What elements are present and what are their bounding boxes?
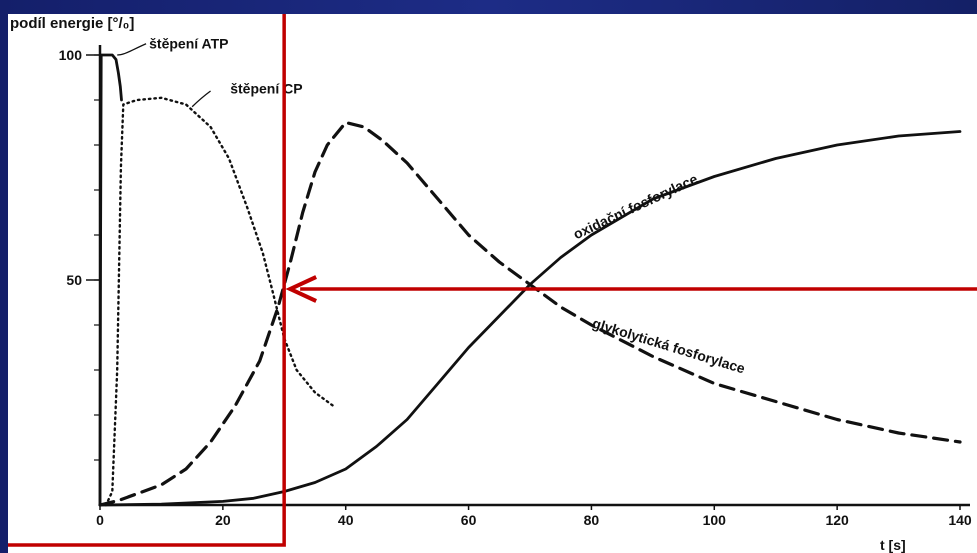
arrow-head <box>285 275 317 303</box>
series-line-2 <box>98 120 962 507</box>
highlight-box <box>8 14 286 547</box>
x-tick-label: 80 <box>584 512 600 528</box>
cp-label: štěpení CP <box>230 80 302 96</box>
axes <box>98 45 970 507</box>
series-line-0 <box>98 53 123 507</box>
x-tick-label: 20 <box>215 512 231 528</box>
x-tick-label: 60 <box>461 512 477 528</box>
x-tick-label: 100 <box>703 512 727 528</box>
energy-share-chart: podíl energie [°/₀] t [s] 0 20 40 60 80 100 12… <box>8 14 977 553</box>
y-axis-title: podíl energie [°/₀] <box>10 15 134 32</box>
x-axis-title: t [s] <box>880 537 906 553</box>
annotation-group: štěpení ATP štěpení CP oxidační fosforylac… <box>117 35 748 377</box>
x-tick-label: 0 <box>96 512 104 528</box>
x-tick-label: 120 <box>825 512 849 528</box>
highlight-group <box>8 14 977 547</box>
series-line-1 <box>98 96 335 507</box>
series-line-3 <box>98 130 962 507</box>
y-tick-label: 100 <box>59 47 83 63</box>
x-tick-label: 140 <box>948 512 972 528</box>
glycolytic-label: glykolytická fosforylace <box>591 315 748 377</box>
x-tick-label: 40 <box>338 512 354 528</box>
y-tick-label: 50 <box>66 272 82 288</box>
cp-leader-line <box>191 90 211 108</box>
atp-label: štěpení ATP <box>149 35 228 51</box>
plot-panel: podíl energie [°/₀] t [s] 0 20 40 60 80 100 12… <box>8 14 977 553</box>
atp-leader-line <box>117 43 147 56</box>
series-group <box>98 53 962 507</box>
oxidative-label: oxidační fosforylace <box>571 170 701 242</box>
